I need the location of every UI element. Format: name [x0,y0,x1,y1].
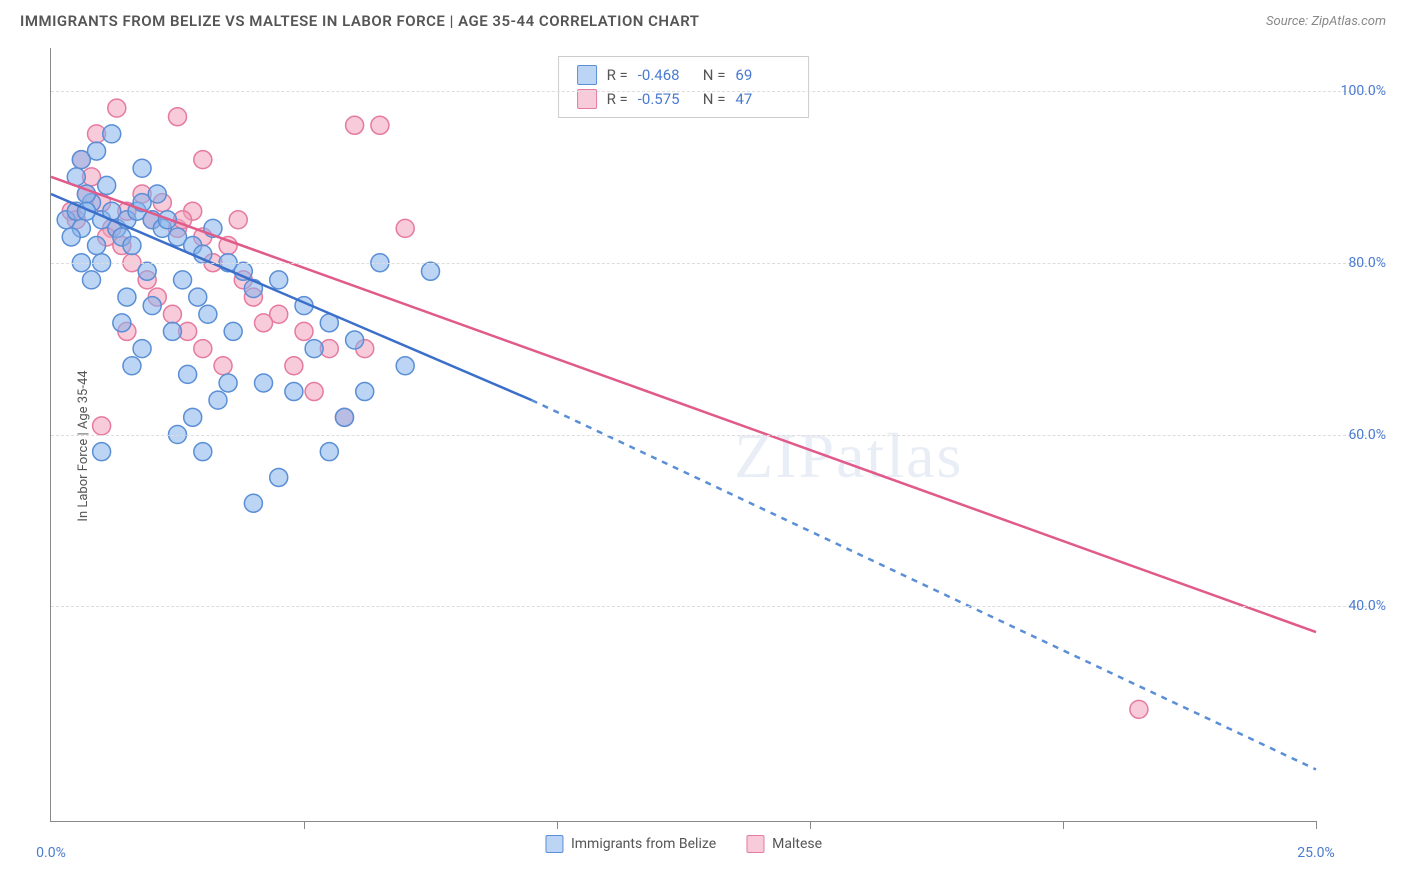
correlation-stats-box: R = -0.468 N = 69 R = -0.575 N = 47 [558,56,810,118]
legend: Immigrants from Belize Maltese [545,835,822,853]
legend-label-a: Immigrants from Belize [571,836,716,852]
scatter-point [219,374,237,392]
r-value-a: -0.468 [638,66,693,84]
scatter-point [305,340,323,358]
scatter-point [93,417,111,435]
gridline-h [51,435,1376,436]
scatter-point [346,331,364,349]
scatter-point [143,297,161,315]
swatch-series-b [577,89,597,109]
scatter-point [88,237,106,255]
scatter-point [194,151,212,169]
scatter-point [270,271,288,289]
scatter-point [174,271,192,289]
gridline-h [51,606,1376,607]
scatter-point [62,228,80,246]
gridline-h [51,263,1376,264]
scatter-point [103,125,121,143]
scatter-point [184,408,202,426]
x-tick [810,821,811,829]
n-label-a: N = [703,66,726,84]
chart-plot-area: ZIPatlas R = -0.468 N = 69 R = -0.575 N … [50,48,1316,822]
scatter-point [305,383,323,401]
scatter-point [320,443,338,461]
scatter-point [123,237,141,255]
y-tick-label: 100.0% [1341,83,1386,99]
scatter-point [189,288,207,306]
page-title: IMMIGRANTS FROM BELIZE VS MALTESE IN LAB… [20,12,699,30]
scatter-point [163,322,181,340]
scatter-point [179,365,197,383]
scatter-point [371,116,389,134]
scatter-point [270,468,288,486]
r-label-b: R = [607,90,628,108]
stats-row-a: R = -0.468 N = 69 [577,63,791,87]
scatter-point [346,116,364,134]
x-tick [304,821,305,829]
scatter-point [169,108,187,126]
gridline-h [51,91,1376,92]
scatter-point [209,391,227,409]
scatter-point [163,305,181,323]
n-label-b: N = [703,90,726,108]
scatter-point [108,99,126,117]
scatter-point [224,322,242,340]
scatter-point [133,340,151,358]
scatter-point [194,443,212,461]
scatter-point [123,357,141,375]
scatter-point [244,494,262,512]
y-tick-label: 80.0% [1348,255,1386,271]
source-label: Source: [1266,14,1311,29]
trend-line [532,400,1316,769]
r-label-a: R = [607,66,628,84]
scatter-point [335,408,353,426]
scatter-point [93,443,111,461]
scatter-point [82,271,100,289]
scatter-point [356,383,374,401]
scatter-point [138,262,156,280]
legend-item-b: Maltese [746,835,822,853]
scatter-point [255,314,273,332]
y-tick-label: 60.0% [1348,427,1386,443]
scatter-point [295,322,313,340]
swatch-series-b [746,835,764,853]
x-tick-label: 25.0% [1297,845,1335,861]
scatter-point [199,305,217,323]
x-tick [1063,821,1064,829]
scatter-point [229,211,247,229]
legend-item-a: Immigrants from Belize [545,835,716,853]
scatter-point [396,219,414,237]
scatter-point [285,357,303,375]
scatter-point [148,185,166,203]
x-tick [557,821,558,829]
r-value-b: -0.575 [638,90,693,108]
legend-label-b: Maltese [772,836,822,852]
source-attribution: Source: ZipAtlas.com [1266,14,1386,29]
scatter-point [396,357,414,375]
source-name: ZipAtlas.com [1311,14,1386,29]
scatter-point [422,262,440,280]
y-tick-label: 40.0% [1348,598,1386,614]
scatter-point [214,357,232,375]
x-tick-label: 0.0% [36,845,66,861]
swatch-series-a [545,835,563,853]
scatter-point [194,340,212,358]
trend-line [51,177,1316,632]
scatter-point [113,314,131,332]
n-value-b: 47 [735,90,790,108]
scatter-point [1130,700,1148,718]
scatter-point [88,142,106,160]
scatter-point [118,288,136,306]
x-tick [1316,821,1317,829]
scatter-point [285,383,303,401]
scatter-point [98,176,116,194]
scatter-point [255,374,273,392]
n-value-a: 69 [735,66,790,84]
swatch-series-a [577,65,597,85]
scatter-point [133,159,151,177]
